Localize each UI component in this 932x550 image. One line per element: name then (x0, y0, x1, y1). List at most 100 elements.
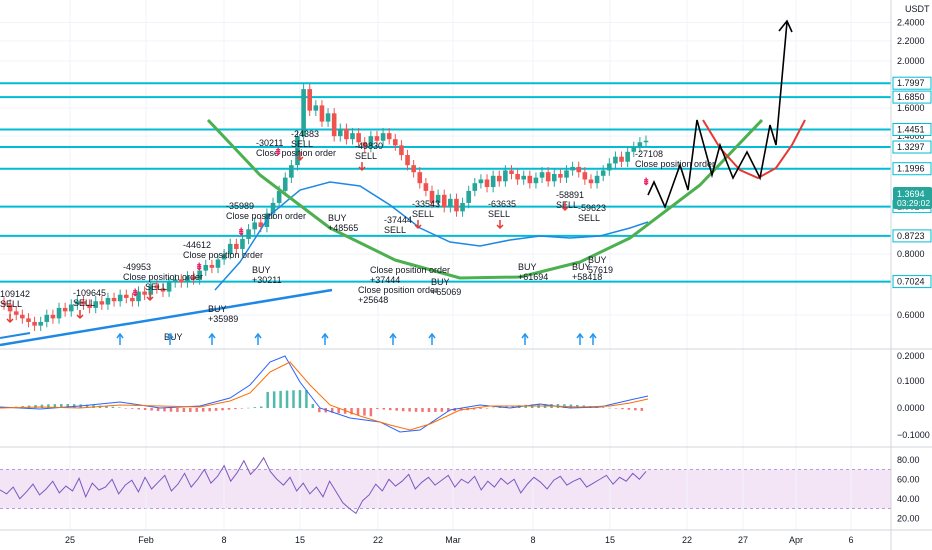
sell-arrow-icon (76, 310, 84, 320)
projection-path[interactable] (647, 21, 788, 210)
macd-histogram-bar (440, 408, 444, 412)
macd-histogram-bar (376, 408, 379, 409)
buy-arrow-icon (166, 332, 174, 345)
trade-label-amount: SELL (145, 282, 167, 292)
trade-label-amount: -37444 (384, 215, 412, 225)
macd-histogram-bar (227, 408, 231, 410)
candle (472, 178, 478, 197)
candle (75, 296, 80, 310)
trade-label-type: Close position order (256, 148, 336, 158)
candle-body (393, 139, 398, 146)
candle-body (325, 113, 331, 122)
macd-histogram-bar (221, 408, 224, 411)
time-tick-label: 15 (605, 535, 615, 545)
candle (307, 83, 313, 116)
macd-signal-line[interactable] (0, 361, 649, 431)
candle-body (221, 254, 227, 260)
macd-histogram-bar (363, 408, 366, 416)
candle (26, 313, 31, 328)
candle (484, 174, 490, 193)
cup-pattern-curve[interactable] (206, 118, 764, 280)
candle (117, 289, 123, 307)
time-tick-label: Mar (445, 535, 461, 545)
buy-arrow-icon (576, 332, 584, 345)
trade-label-type: +65069 (431, 287, 461, 297)
macd-histogram-bar (240, 408, 244, 409)
candle (313, 100, 319, 116)
macd-histogram-bar (279, 390, 282, 408)
macd-histogram-bar (408, 408, 411, 412)
macd-histogram-bar (214, 408, 218, 411)
macd-histogram-bar (485, 408, 489, 409)
candle (289, 159, 294, 183)
candle (374, 130, 380, 147)
candle-body (496, 175, 502, 182)
time-tick-label: 22 (682, 535, 692, 545)
trade-label: SELL (145, 282, 167, 292)
candle (81, 296, 86, 310)
candle-body (478, 179, 484, 184)
candle (136, 286, 141, 307)
candle-body (197, 270, 202, 280)
candle (368, 130, 374, 153)
macd-histogram-bar (608, 407, 611, 409)
time-tick-label: 8 (221, 535, 226, 545)
candle (319, 100, 325, 127)
candle-body (50, 314, 56, 319)
price-level-tag: 1.6850 (892, 90, 932, 104)
candle (252, 217, 257, 235)
trade-label-type: +58418 (572, 272, 602, 282)
candle-body (234, 243, 239, 249)
sell-arrow-icon (6, 314, 14, 324)
candle-body (386, 133, 392, 140)
candle (227, 238, 233, 260)
buy-arrow-icon (254, 332, 262, 345)
candle-body (558, 173, 563, 178)
sell-arrow-icon (414, 220, 422, 230)
candle (185, 271, 190, 288)
buy-arrow-icon (389, 332, 397, 345)
candle (215, 254, 221, 274)
sell-arrow-icon (358, 162, 366, 172)
candle (32, 316, 37, 331)
trade-label-amount: -27108 (635, 149, 663, 159)
candle (172, 274, 178, 288)
macd-line[interactable] (0, 355, 649, 433)
buy-arrow-head (521, 332, 529, 339)
sell-arrow-icon (146, 292, 154, 302)
candle (209, 259, 215, 274)
price-level-tag-box (892, 229, 932, 243)
price-level-tag-box (892, 122, 932, 136)
trend-channel-line-lower[interactable] (0, 332, 31, 339)
trade-label: BUY+65069 (431, 277, 461, 297)
candle-body (282, 177, 288, 191)
trade-label-type: SELL (384, 225, 406, 235)
buy-arrow-head (589, 332, 597, 339)
macd-histogram-bar (176, 408, 179, 412)
time-tick-label: Apr (789, 535, 803, 545)
candle-body (631, 146, 637, 152)
candle-body (191, 276, 196, 280)
candle (93, 296, 99, 314)
macd-histogram-bar (292, 390, 295, 408)
candle-body (564, 170, 569, 178)
candle-body (454, 198, 459, 212)
buy-arrow-head (208, 332, 216, 339)
candle (570, 161, 575, 176)
moving-average-line[interactable] (214, 181, 649, 291)
macd-histogram-bar (389, 408, 392, 411)
last-price-value: 1.3694 (897, 189, 925, 199)
sell-arrow-head (358, 166, 366, 172)
candle-body (160, 288, 166, 292)
candle-body (380, 133, 386, 141)
time-tick-label: 6 (848, 535, 853, 545)
rsi-line[interactable] (0, 456, 647, 515)
candle-body (374, 136, 380, 141)
candle (429, 185, 435, 209)
trend-channel-line[interactable] (0, 288, 333, 347)
candle-body (172, 279, 178, 283)
